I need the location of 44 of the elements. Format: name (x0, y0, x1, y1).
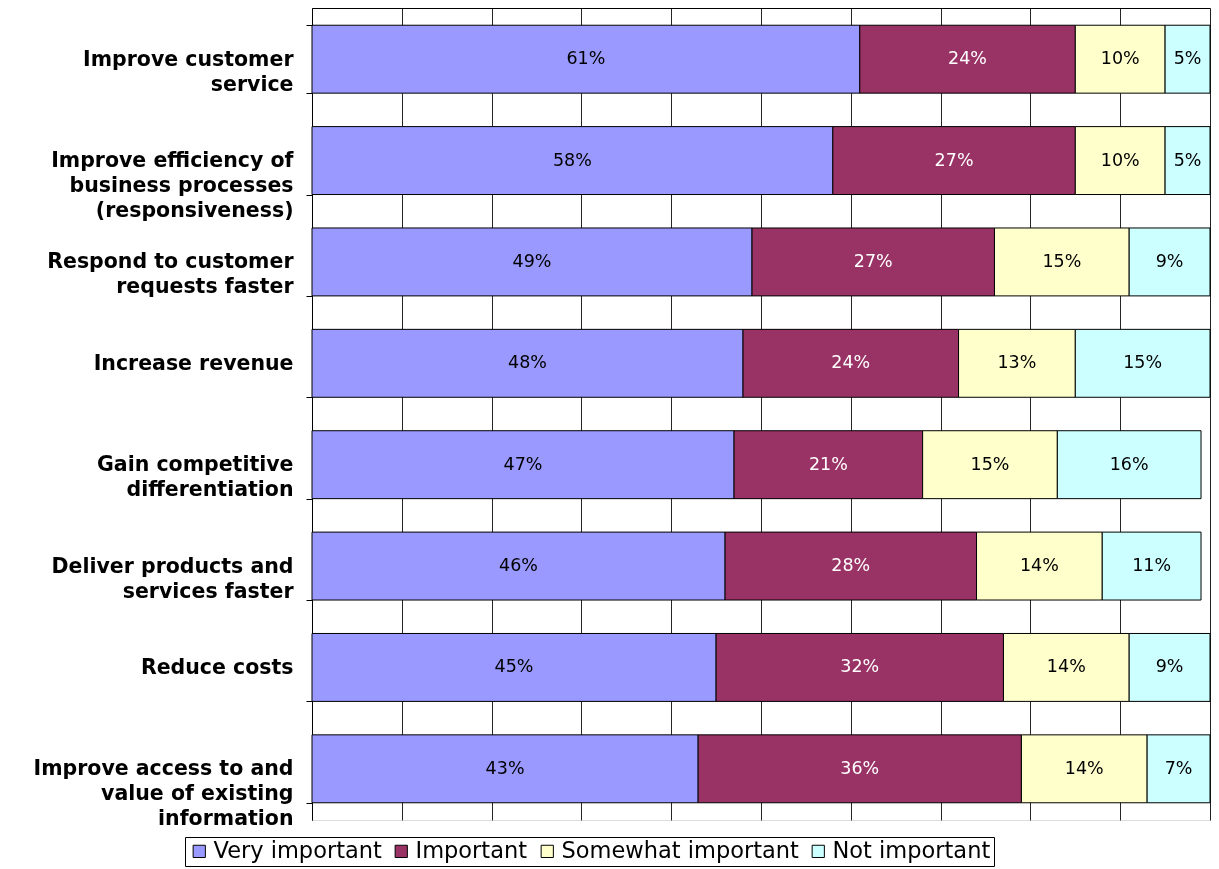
data-label: 21% (808, 453, 848, 474)
y-tick-label: Improve customer service (83, 46, 295, 96)
data-label: 7% (1164, 757, 1193, 778)
y-tick-label: Gain competitive differentiation (96, 452, 294, 502)
data-label: 10% (1100, 48, 1140, 69)
data-label: 15% (1042, 250, 1082, 271)
y-tick-label: Improve access to and value of existing information (33, 756, 294, 831)
data-label: 11% (1132, 555, 1172, 576)
y-tick-label: Reduce costs (140, 654, 294, 679)
data-label: 27% (934, 149, 974, 170)
data-label: 15% (970, 453, 1010, 474)
data-label: 58% (552, 149, 592, 170)
y-tick-label: Improve efficiency of business processes (responsiveness) (51, 148, 295, 223)
data-label: 45% (494, 656, 534, 677)
data-label: 43% (485, 757, 525, 778)
data-label: 16% (1109, 453, 1149, 474)
data-label: 9% (1155, 656, 1184, 677)
data-label: 5% (1173, 149, 1202, 170)
data-label: 36% (840, 757, 880, 778)
legend-label: Somewhat important (561, 837, 800, 864)
y-tick-label: Increase revenue (93, 350, 294, 375)
y-tick-label: Deliver products and services faster (51, 553, 295, 603)
data-label: 5% (1173, 48, 1202, 69)
data-label: 32% (840, 656, 880, 677)
data-label: 14% (1046, 656, 1086, 677)
data-label: 9% (1155, 250, 1184, 271)
data-label: 24% (831, 352, 871, 373)
data-label: 28% (831, 555, 871, 576)
legend-label: Very important (213, 837, 383, 864)
data-label: 48% (508, 352, 547, 373)
data-label: 14% (1064, 757, 1104, 778)
data-label: 49% (512, 250, 552, 271)
data-label: 27% (853, 250, 893, 271)
legend-label: Not important (832, 837, 991, 864)
data-label: 10% (1100, 149, 1140, 170)
data-label: 61% (566, 48, 606, 69)
y-tick-label: Respond to customer requests faster (47, 249, 295, 299)
data-label: 24% (948, 48, 987, 69)
data-label: 14% (1019, 555, 1059, 576)
data-label: 47% (503, 453, 543, 474)
data-label: 46% (499, 555, 538, 576)
data-label: 13% (997, 352, 1037, 373)
legend-label: Important (415, 837, 528, 864)
data-label: 15% (1123, 352, 1163, 373)
